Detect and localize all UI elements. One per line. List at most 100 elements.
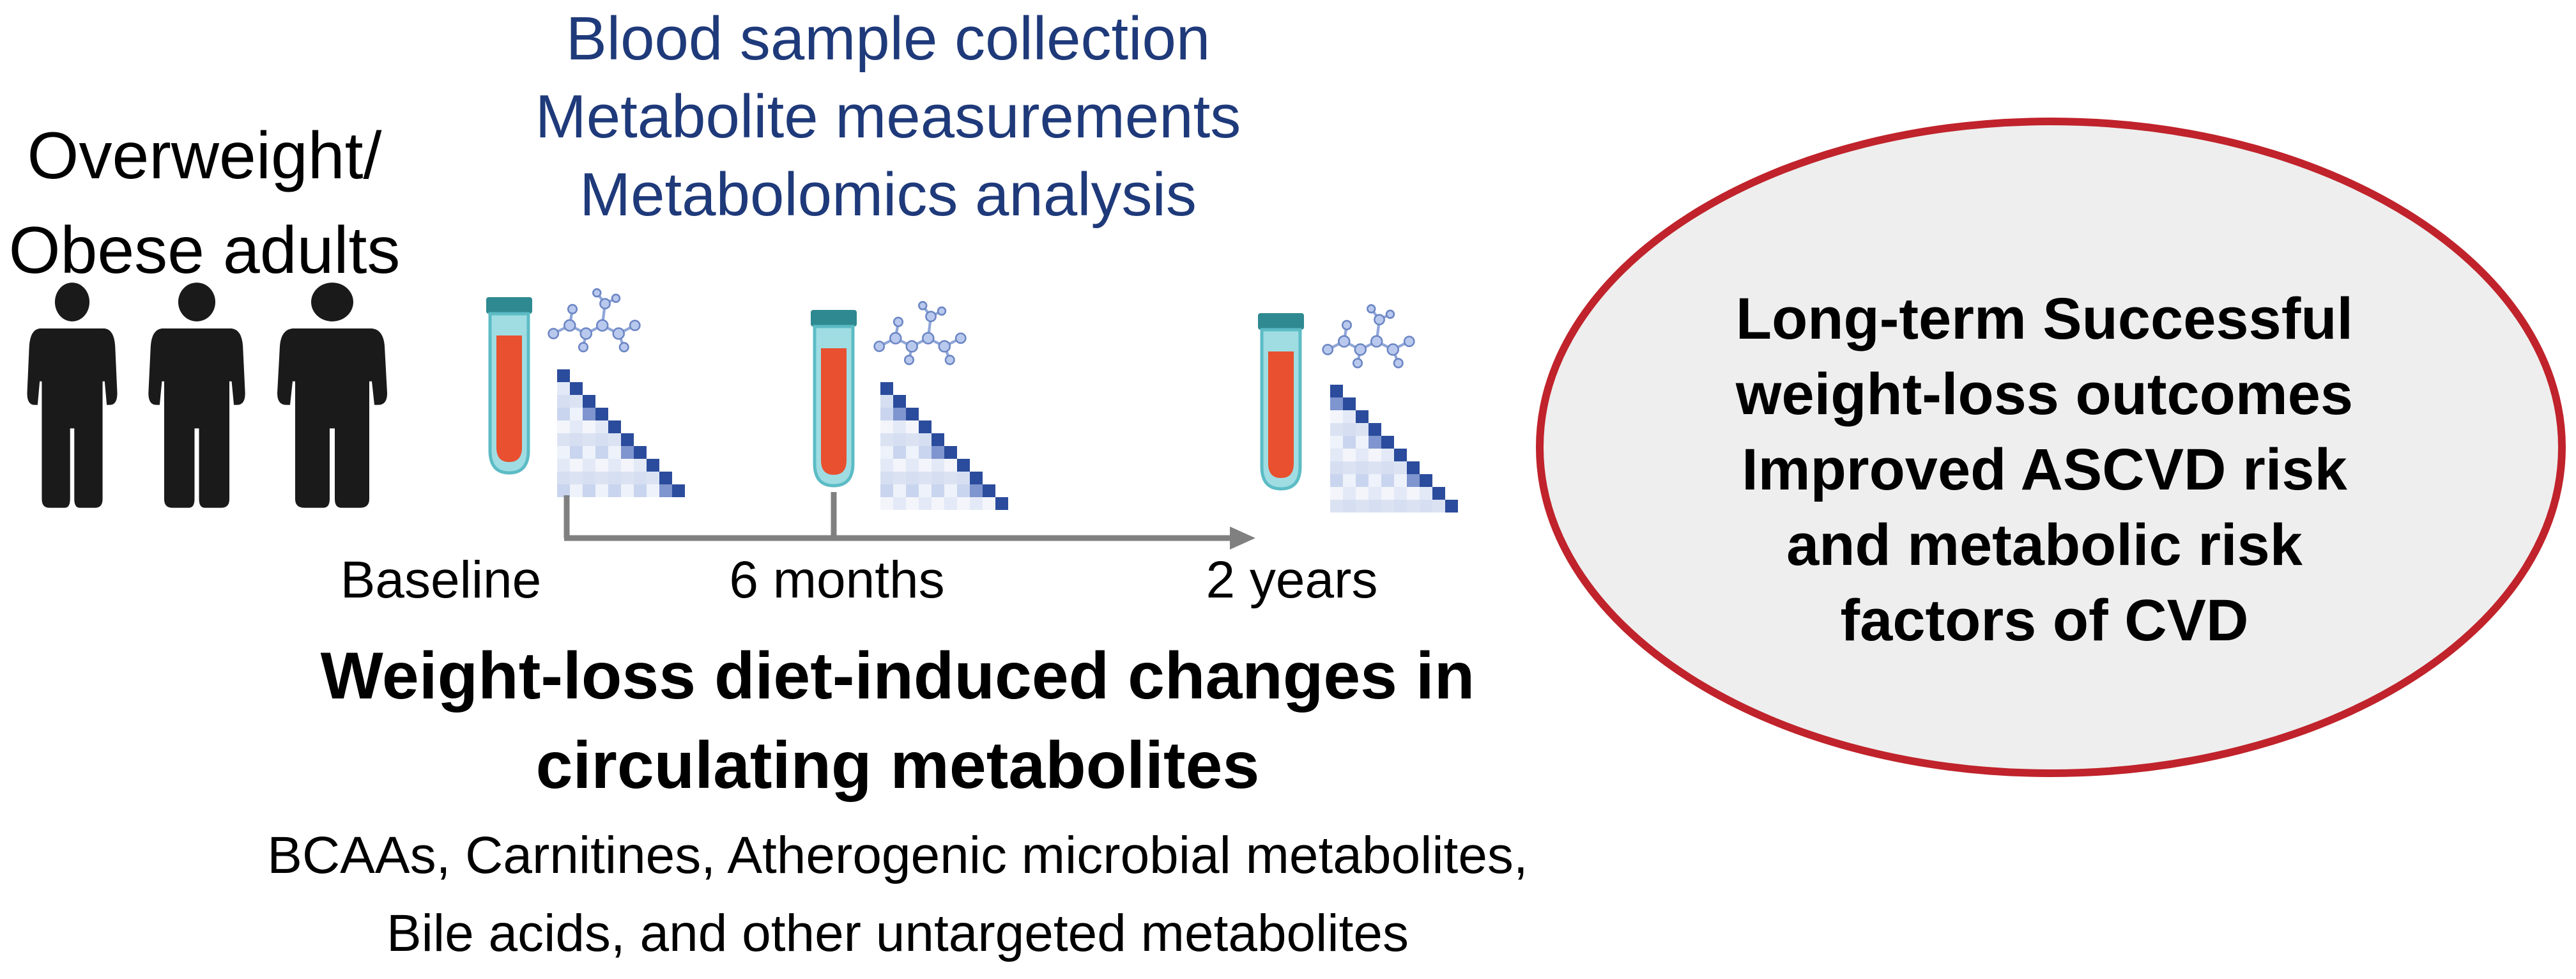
matrix-cell	[944, 446, 957, 459]
matrix-cell	[1368, 487, 1381, 500]
matrix-cell	[621, 446, 634, 459]
matrix-cell	[583, 433, 595, 446]
matrix-cell	[634, 446, 647, 459]
matrix-cell	[1356, 449, 1368, 461]
matrix-cell	[595, 472, 608, 484]
matrix-cell	[621, 484, 634, 497]
matrix-cell	[1407, 487, 1420, 500]
matrix-cell	[893, 408, 906, 420]
matrix-cell	[957, 497, 970, 510]
matrix-cell	[919, 433, 931, 446]
matrix-cell	[1330, 461, 1343, 474]
changes-title: Weight-loss diet-induced changes in circ…	[275, 631, 1521, 810]
matrix-cell	[1381, 461, 1394, 474]
matrix-cell	[1330, 397, 1343, 410]
matrix-cell	[557, 382, 570, 395]
matrix-cell	[880, 459, 893, 472]
matrix-cell	[1381, 449, 1394, 461]
matrix-cell	[608, 459, 621, 472]
timepoint-6-months: 6 months	[729, 551, 945, 609]
matrix-cell	[570, 484, 583, 497]
matrix-cell	[621, 433, 634, 446]
matrix-cell	[893, 472, 906, 484]
matrix-cell	[1368, 461, 1381, 474]
matrix-cell	[557, 472, 570, 484]
timeline-arrow	[564, 492, 1255, 550]
matrix-cell	[983, 497, 995, 510]
matrix-cell	[1381, 436, 1394, 449]
population-line: Obese adults	[8, 213, 401, 288]
blood-tube-icon	[1258, 313, 1304, 489]
matrix-cell	[1343, 436, 1356, 449]
matrix-cell	[1368, 423, 1381, 436]
matrix-cell	[893, 433, 906, 446]
matrix-cell	[583, 484, 595, 497]
matrix-cell	[970, 472, 983, 484]
matrix-cell	[1356, 436, 1368, 449]
matrix-cell	[634, 484, 647, 497]
matrix-cell	[1330, 487, 1343, 500]
matrix-cell	[919, 459, 931, 472]
matrix-cell	[570, 395, 583, 408]
matrix-cell	[906, 497, 919, 510]
matrix-cell	[919, 497, 931, 510]
matrix-cell	[944, 484, 957, 497]
matrix-cell	[557, 484, 570, 497]
matrix-cell	[570, 459, 583, 472]
matrix-cell	[1368, 449, 1381, 461]
matrix-cell	[931, 433, 944, 446]
matrix-cell	[906, 484, 919, 497]
matrix-cell	[557, 433, 570, 446]
matrix-cell	[595, 433, 608, 446]
study-step: Metabolomics analysis	[579, 160, 1197, 229]
matrix-cell	[1394, 474, 1407, 487]
matrix-cell	[1407, 461, 1420, 474]
matrix-cell	[1394, 500, 1407, 513]
matrix-cell	[1330, 410, 1343, 423]
matrix-cell	[906, 446, 919, 459]
study-step: Blood sample collection	[565, 4, 1211, 73]
correlation-matrix-icon	[1330, 385, 1458, 513]
matrix-cell	[1343, 461, 1356, 474]
matrix-cell	[931, 484, 944, 497]
matrix-cell	[1343, 487, 1356, 500]
matrix-cell	[1356, 474, 1368, 487]
matrix-cell	[595, 408, 608, 420]
correlation-matrix-icon	[557, 369, 685, 497]
matrix-cell	[595, 484, 608, 497]
matrix-cell	[1356, 487, 1368, 500]
matrix-cell	[1407, 500, 1420, 513]
blood-tube-icon	[486, 297, 532, 473]
matrix-cell	[595, 446, 608, 459]
matrix-cell	[880, 433, 893, 446]
changes-title-line: Weight-loss diet-induced changes in	[320, 639, 1475, 713]
timepoint-2-years: 2 years	[1206, 551, 1378, 609]
matrix-cell	[659, 484, 672, 497]
matrix-cell	[957, 459, 970, 472]
matrix-cell	[647, 472, 659, 484]
metabolite-list-line: BCAAs, Carnitines, Atherogenic microbial…	[267, 826, 1528, 884]
matrix-cell	[919, 472, 931, 484]
matrix-cell	[957, 472, 970, 484]
matrix-cell	[621, 472, 634, 484]
correlation-matrix-icon	[880, 382, 1008, 510]
person-silhouette-icon	[277, 282, 387, 508]
matrix-cell	[957, 484, 970, 497]
outcome-line: Long-term Successful	[1735, 286, 2354, 351]
matrix-cell	[1407, 474, 1420, 487]
matrix-cell	[608, 446, 621, 459]
matrix-cell	[1445, 500, 1458, 513]
person-silhouette-icon	[27, 282, 118, 508]
matrix-cell	[1343, 474, 1356, 487]
matrix-cell	[906, 472, 919, 484]
matrix-cell	[1356, 500, 1368, 513]
population-label: Overweight/ Obese adults	[0, 109, 409, 298]
matrix-cell	[583, 459, 595, 472]
matrix-cell	[557, 446, 570, 459]
matrix-cell	[570, 446, 583, 459]
matrix-cell	[893, 484, 906, 497]
matrix-cell	[919, 446, 931, 459]
matrix-cell	[1420, 474, 1432, 487]
matrix-cell	[570, 433, 583, 446]
